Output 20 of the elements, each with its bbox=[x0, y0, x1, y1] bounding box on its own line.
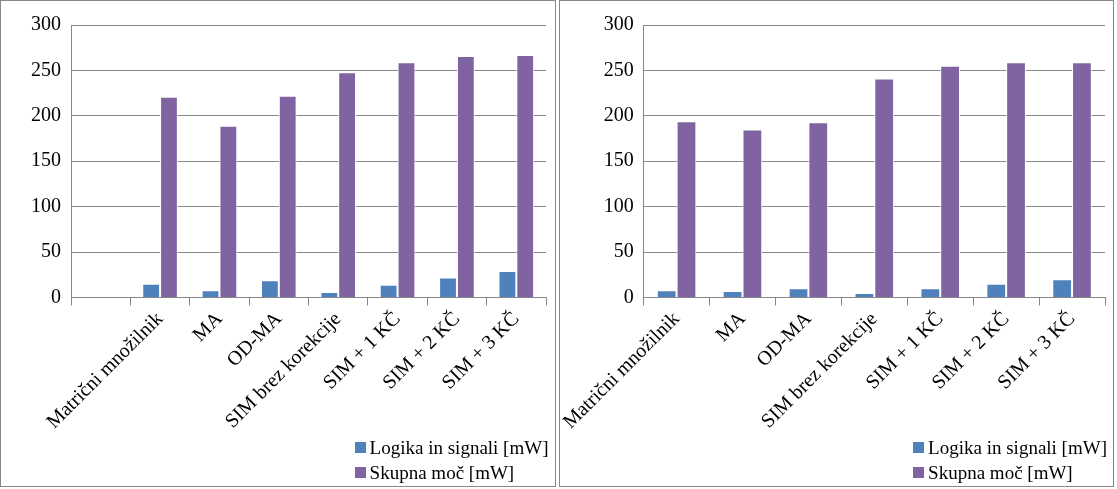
y-tick-label: 0 bbox=[623, 284, 634, 307]
y-tick-label: 300 bbox=[603, 12, 634, 35]
y-tick-label: 50 bbox=[613, 239, 634, 262]
y-tick-label: 250 bbox=[603, 57, 634, 80]
legend-label: Logika in signali [mW] bbox=[928, 436, 1107, 459]
y-tick-label: 300 bbox=[31, 12, 61, 35]
y-tick-label: 200 bbox=[31, 103, 61, 126]
y-tick-label: 200 bbox=[603, 103, 634, 126]
y-tick-label: 0 bbox=[51, 284, 61, 307]
legend-label: Logika in signali [mW] bbox=[369, 436, 549, 459]
x-tick-label: MA bbox=[710, 306, 749, 346]
y-tick-label: 150 bbox=[31, 148, 61, 171]
y-tick-label: 250 bbox=[31, 57, 61, 80]
y-tick-label: 100 bbox=[31, 193, 61, 216]
y-tick-label: 150 bbox=[603, 148, 634, 171]
y-tick-label: 100 bbox=[603, 193, 634, 216]
legend-label: Skupna moč [mW] bbox=[369, 461, 515, 484]
x-tick-label: MA bbox=[187, 306, 227, 346]
legend-label: Skupna moč [mW] bbox=[928, 461, 1073, 484]
y-tick-label: 50 bbox=[41, 239, 61, 262]
